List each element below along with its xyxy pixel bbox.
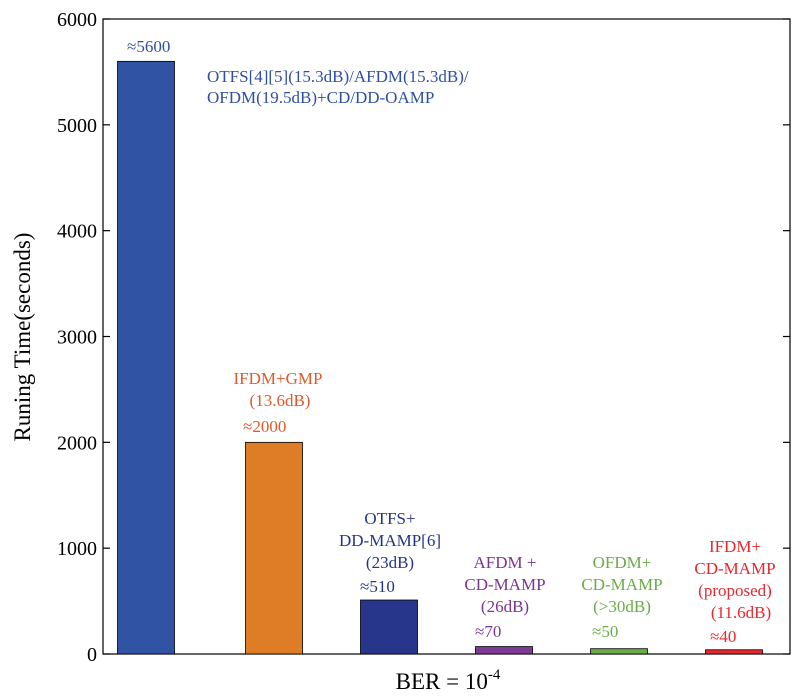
x-axis-label-exponent: -4	[488, 667, 501, 683]
bar-5-value-label: ≈50	[592, 622, 618, 641]
bar-4-desc-line: AFDM +	[474, 553, 537, 572]
bar-6-value-label: ≈40	[710, 627, 736, 646]
y-tick-label: 5000	[57, 115, 97, 137]
bar-5-desc-line: OFDM+	[593, 553, 652, 572]
y-axis-label: Runing Time(seconds)	[10, 233, 35, 442]
y-tick-label: 3000	[57, 327, 97, 349]
bar-1-value-label: ≈5600	[127, 37, 170, 56]
bar-2-value-label: ≈2000	[243, 417, 286, 436]
bar-3-desc-line: DD-MAMP[6]	[339, 531, 441, 550]
bar-6-desc-line: (proposed)	[698, 581, 772, 600]
bar-5	[590, 648, 648, 655]
bar-4-desc-line: CD-MAMP	[464, 575, 545, 594]
x-axis-label: BER = 10-4	[396, 667, 501, 694]
y-tick-label: 2000	[57, 432, 97, 454]
bar-5-desc-line: CD-MAMP	[581, 575, 662, 594]
y-axis-ticks: 0 1000 2000 3000 4000 5000 6000	[57, 9, 790, 666]
bar-3-desc-line: (23dB)	[366, 553, 414, 572]
x-axis-label-base: BER = 10	[396, 669, 488, 694]
bar-2-desc-line: IFDM+GMP	[234, 369, 323, 388]
bar-annotations: OTFS[4][5](15.3dB)/AFDM(15.3dB)/ OFDM(19.…	[127, 37, 776, 646]
bar-4-desc-line: (26dB)	[481, 597, 529, 616]
plot-frame	[102, 18, 791, 655]
bar-2-desc-line: (13.6dB)	[250, 391, 311, 410]
bar-1	[117, 60, 175, 655]
bar-1-desc-line: OTFS[4][5](15.3dB)/AFDM(15.3dB)/	[207, 67, 469, 86]
bar-3	[360, 599, 418, 655]
y-tick-label: 1000	[57, 538, 97, 560]
bar-6	[705, 649, 763, 655]
bar-1-desc-line: OFDM(19.5dB)+CD/DD-OAMP	[207, 88, 434, 107]
bar-6-desc-line: (11.6dB)	[711, 603, 771, 622]
bar-3-value-label: ≈510	[360, 577, 395, 596]
y-tick-label: 4000	[57, 221, 97, 243]
y-tick-label: 6000	[57, 9, 97, 31]
bar-4	[475, 646, 533, 655]
bar-4-value-label: ≈70	[475, 622, 501, 641]
bar-2	[245, 441, 303, 655]
bar-6-desc-line: CD-MAMP	[694, 559, 775, 578]
bars-group	[117, 60, 763, 655]
bar-6-desc-line: IFDM+	[709, 537, 761, 556]
y-tick-label: 0	[87, 644, 97, 666]
bar-5-desc-line: (>30dB)	[593, 597, 651, 616]
bar-3-desc-line: OTFS+	[364, 509, 415, 528]
